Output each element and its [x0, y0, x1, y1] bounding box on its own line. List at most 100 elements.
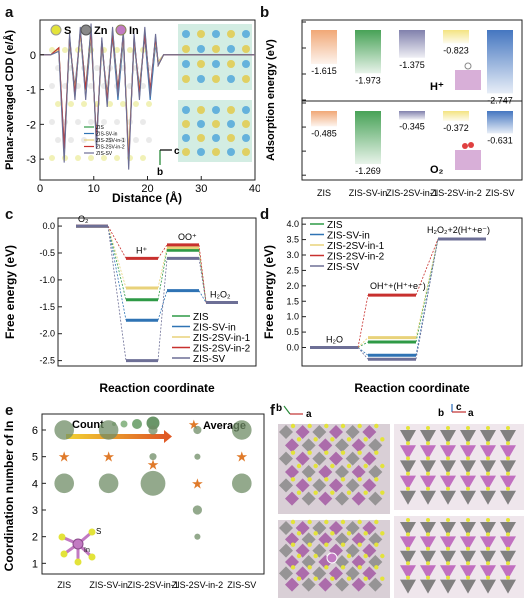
- atom-legend: S Zn In: [50, 24, 139, 37]
- s-atom: [340, 542, 346, 547]
- s-atom: [446, 486, 450, 491]
- legend-label: ZIS-SV-in: [193, 323, 236, 334]
- x-category-label: ZIS-SV-in: [349, 188, 388, 198]
- connector-zis-2sv-in-1: [107, 225, 127, 289]
- layer-polyhedron: [420, 536, 436, 551]
- panel-c-orr-free-energy: 0.0 -0.5 -1.0 -1.5 -2.0 -2.5 O₂ H⁺ OO⁺ H₂O₂ ZIS Z…: [0, 206, 262, 402]
- layer-polyhedron: [500, 445, 516, 460]
- atom-label-zn: Zn: [94, 25, 108, 37]
- isosurface-blob: [197, 120, 205, 128]
- panel-label-b: b: [260, 4, 270, 21]
- structure-atom: [49, 119, 55, 125]
- polyhedron: [345, 521, 360, 535]
- s-atom: [426, 532, 430, 537]
- count-bubble: [98, 473, 119, 494]
- count-bubble: [149, 453, 157, 461]
- isosurface-blob: [227, 30, 235, 38]
- s-atom: [466, 532, 470, 537]
- polyhedron: [335, 491, 349, 506]
- s-atom: [446, 546, 450, 551]
- polyhedron: [318, 555, 333, 569]
- s-atom: [296, 531, 302, 536]
- s-atom: [296, 576, 302, 581]
- average-star: ★: [58, 449, 71, 465]
- x-category-label: ZIS-SV: [485, 188, 514, 198]
- structure-atom: [49, 47, 55, 53]
- isosurface-blob: [242, 148, 250, 156]
- s-atom: [446, 456, 450, 461]
- bar-value-label: -0.345: [399, 122, 425, 132]
- adsorption-structure-inset: [455, 62, 481, 170]
- layer-polyhedron: [400, 490, 416, 505]
- layer-polyhedron: [480, 460, 496, 475]
- bar-value-label: -2.747: [487, 95, 513, 105]
- s-atom: [506, 575, 510, 580]
- x-category-label: ZIS-2SV-in-1: [386, 188, 438, 198]
- s-atom: [290, 565, 296, 570]
- s-atom: [363, 576, 368, 581]
- layer-polyhedron: [500, 522, 516, 536]
- isosurface-blob: [227, 45, 235, 53]
- s-atom: [506, 471, 510, 476]
- s-atom: [346, 490, 352, 495]
- polyhedron: [279, 478, 293, 493]
- atom-label-s: S: [64, 25, 71, 37]
- isosurface-blob: [182, 75, 190, 83]
- bar-value-label: -0.823: [443, 45, 469, 55]
- layer-polyhedron: [480, 550, 496, 565]
- isosurface-blob: [212, 106, 220, 114]
- state-label: O₂: [78, 214, 89, 224]
- layer-polyhedron: [500, 430, 516, 444]
- polyhedron: [285, 577, 299, 592]
- panel-a-cdd-chart: 0 10 20 30 40 -3 -2 -1 0 S Zn In ZIS ZIS-SV-in ZI…: [0, 0, 260, 206]
- isosurface-blob: [182, 60, 190, 68]
- polyhedron: [368, 438, 383, 453]
- layer-polyhedron: [400, 445, 416, 460]
- legend-label: ZIS-SV-in: [96, 132, 118, 138]
- layer-polyhedron: [420, 550, 436, 565]
- isosurface-blob: [212, 60, 220, 68]
- structure-atom: [120, 101, 126, 107]
- structure-atom: [75, 155, 81, 161]
- polyhedron: [335, 532, 349, 547]
- count-bubble: [98, 420, 119, 440]
- average-star: ★: [236, 449, 249, 465]
- s-atom: [340, 423, 346, 429]
- average-star: ★: [102, 449, 115, 465]
- polyhedron: [318, 438, 333, 453]
- polyhedron: [318, 465, 333, 479]
- s-atom: [406, 426, 410, 430]
- layer-polyhedron: [440, 430, 456, 444]
- layer-polyhedron: [500, 550, 516, 565]
- y-tick-label: 0.0: [42, 221, 55, 231]
- s-atom: [307, 565, 312, 570]
- s-atom: [290, 423, 296, 429]
- s-atom: [446, 561, 450, 566]
- s-atom: [506, 456, 510, 461]
- legend-label: ZIS-2SV-in-1: [327, 241, 385, 252]
- structure-atom: [62, 83, 68, 89]
- structure-atom: [88, 83, 94, 89]
- y-axis-title: Free energy (eV): [262, 245, 276, 339]
- connector-zis: [357, 341, 369, 348]
- layer-polyhedron: [400, 536, 416, 551]
- plot-frame: [301, 217, 523, 367]
- s-atom: [296, 490, 302, 495]
- s-atom: [330, 531, 335, 536]
- layer-polyhedron: [400, 522, 416, 536]
- y-tick-label: -1.0: [39, 275, 55, 285]
- s-atom: [380, 463, 385, 469]
- polyhedron: [362, 478, 377, 493]
- x-tick-label: 30: [195, 183, 207, 195]
- adsorption-chart-svg: -1.615 -1.973 -1.375 -0.823 -2.747 -0.485 -1.2…: [265, 19, 523, 198]
- layer-polyhedron: [480, 475, 496, 490]
- s-atom: [466, 486, 470, 491]
- legend-label: ZIS: [193, 312, 209, 323]
- s-atom: [506, 546, 510, 551]
- s-atom: [346, 576, 352, 581]
- layer-polyhedron: [480, 536, 496, 551]
- structure-atom: [146, 101, 152, 107]
- layer-polyhedron: [400, 579, 416, 594]
- polyhedron: [351, 532, 366, 547]
- s-atom: [340, 477, 346, 482]
